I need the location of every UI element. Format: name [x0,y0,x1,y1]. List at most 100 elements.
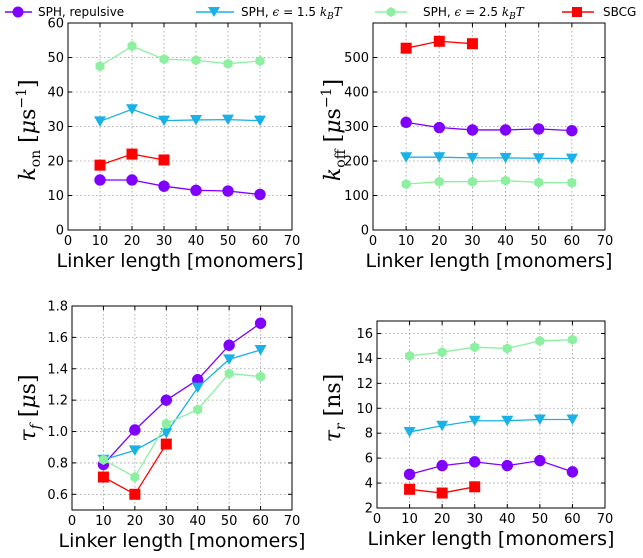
data-point-sph-repulsive [433,121,445,134]
x-tick-label: 40 [189,514,206,529]
x-tick-label: 70 [597,512,614,527]
data-point-sph-eps1-5 [565,153,578,165]
series-sph-eps1-5 [97,344,267,466]
y-tick-label: 0.6 [47,488,68,503]
data-point-sph-repulsive [254,188,266,201]
data-point-sph-repulsive [533,123,545,135]
series-line-sph-eps2-5 [99,45,261,67]
data-point-sph-eps2-5 [193,404,203,415]
data-point-sph-eps1-5 [433,152,446,163]
x-tick-label: 20 [434,512,451,527]
data-point-sph-eps1-5 [222,114,234,126]
data-point-sbcg [466,38,478,50]
data-point-sph-eps2-5 [437,346,447,358]
y-tick-label: 6 [365,452,373,467]
legend-marker-square [572,7,582,17]
x-tick-label: 30 [464,234,481,249]
data-point-sph-eps2-5 [255,55,265,67]
series-sph-eps2-5 [401,175,577,190]
data-point-sph-eps2-5 [256,371,266,382]
data-point-sph-eps1-5 [436,420,449,432]
legend-marker-triangle [208,7,220,17]
x-tick-label: 30 [466,512,483,527]
data-point-sph-eps1-5 [254,344,267,356]
data-point-sph-eps2-5 [95,60,105,72]
legend-label-sph-eps-2-5: SPH, ϵ = 2.5 kBT [423,5,525,22]
series-line-sph-eps1-5 [103,349,261,461]
y-tick-label: 10 [356,402,373,417]
plot-frame [376,320,606,509]
y-tick-label: 500 [344,51,369,66]
data-point-sph-eps2-5 [535,335,545,347]
data-point-sbcg [126,148,138,160]
series-sph-eps2-5 [98,368,266,483]
x-tick-label: 10 [92,234,109,249]
y-tick-label: 0 [56,224,64,239]
data-point-sph-eps1-5 [254,115,266,127]
data-point-sph-eps2-5 [161,418,171,429]
y-tick-label: 1.4 [47,362,68,377]
y-tick-label: 1.0 [47,425,68,440]
y-tick-label: 1.6 [47,331,68,346]
data-point-sph-repulsive [466,124,479,136]
data-point-sbcg [404,483,416,495]
y-tick-label: 20 [47,155,64,170]
y-tick-label: 12 [356,377,373,392]
data-point-sph-eps2-5 [470,341,480,353]
data-point-sph-eps1-5 [532,153,545,164]
series-line-sph-repulsive [102,322,261,465]
data-point-sbcg [160,438,172,450]
series-line-sph-eps2-5 [103,372,261,478]
data-point-sph-eps1-5 [499,152,512,164]
y-axis-label-tau-f: τf [μs] [16,374,44,441]
data-point-sbcg [433,35,445,47]
series-sbcg [400,35,478,54]
data-point-sph-eps2-5 [502,343,512,354]
x-axis-label: Linker length [monomers] [57,250,304,272]
data-point-sph-eps1-5 [533,414,546,425]
data-point-sph-repulsive [469,456,481,468]
data-point-sph-repulsive [190,184,202,197]
y-axis-label-kon: kon [μs−1] [14,79,44,180]
data-point-sph-eps2-5 [223,58,233,69]
series-line-sph-eps1-5 [409,418,573,433]
series-line-sph-eps2-5 [406,180,572,185]
legend-marker-circle [12,6,24,18]
series-sph-repulsive [400,116,578,137]
series-line-sph-eps1-5 [99,108,261,122]
series-line-sph-eps2-5 [409,339,573,357]
data-point-sph-repulsive [400,116,412,129]
data-point-sph-eps2-5 [224,368,234,379]
data-point-sph-eps1-5 [158,115,170,127]
series-sph-repulsive [97,317,267,471]
data-point-sph-eps1-5 [160,428,173,439]
data-point-sph-eps2-5 [159,54,169,65]
data-point-sbcg [436,487,448,499]
data-point-sph-eps2-5 [567,334,577,345]
y-tick-label: 2 [365,502,373,517]
data-point-sph-repulsive [566,466,579,478]
y-tick-label: 14 [356,352,373,367]
data-point-sph-eps2-5 [467,176,477,187]
series-sph-repulsive [403,454,579,481]
series-sph-eps2-5 [95,40,265,72]
x-tick-label: 40 [497,234,514,249]
data-point-sph-eps2-5 [191,55,201,66]
x-tick-label: 10 [95,514,112,529]
data-point-sph-eps1-5 [126,104,138,115]
y-tick-label: 400 [344,86,369,101]
x-tick-label: 40 [499,512,516,527]
legend-entry-sph-eps-2-5: SPH, ϵ = 2.5 kBT [375,5,525,22]
x-tick-label: 70 [597,234,614,249]
legend: SPH, repulsive SPH, ϵ = 1.5 kBT SPH, ϵ =… [5,5,636,22]
data-point-sph-eps1-5 [468,415,481,427]
data-point-sph-repulsive [129,424,141,436]
x-tick-label: 20 [431,234,448,249]
series-line-sph-eps1-5 [406,156,572,160]
data-point-sbcg [94,159,106,171]
data-point-sph-repulsive [160,394,172,406]
x-tick-label: 70 [284,234,301,249]
y-tick-label: 1.8 [47,300,68,315]
y-tick-label: 10 [47,189,64,204]
